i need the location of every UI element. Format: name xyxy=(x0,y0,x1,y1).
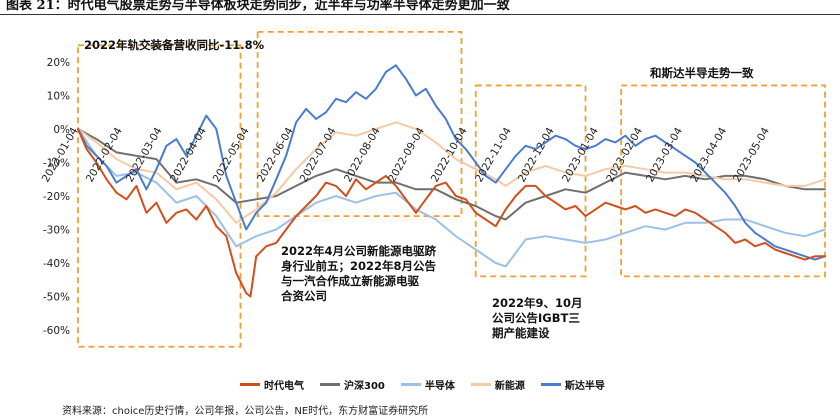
source-note: 资料来源：choice历史行情，公司年报，公司公告，NE时代，东方财富证券研究所 xyxy=(62,406,429,417)
x-tick-label: 2022-09-04 xyxy=(386,125,427,184)
highlight-box xyxy=(620,84,826,278)
y-tick-label: -10% xyxy=(43,158,70,170)
series-line-时代电气 xyxy=(77,128,826,298)
chart-legend: 时代电气 沪深300 半导体 新能源 斯达半导 xyxy=(240,377,605,392)
annotation-text: 身行业前五；2022年8月公告 xyxy=(281,259,437,273)
annotation-text: 公司公告IGBT三 xyxy=(492,311,580,325)
legend-label: 时代电气 xyxy=(264,381,304,392)
legend-label: 沪深300 xyxy=(344,381,385,392)
legend-item: 斯达半导 xyxy=(540,377,605,392)
annotation-text: 2022年9、10月 xyxy=(492,296,583,310)
y-tick-label: -40% xyxy=(43,258,70,270)
annotation-text: 和斯达半导走势一致 xyxy=(650,66,754,80)
legend-swatch xyxy=(540,383,561,386)
legend-item: 时代电气 xyxy=(240,377,304,392)
y-tick-label: 0% xyxy=(53,124,70,136)
annotation-text: 与一汽合作成立新能源电驱 xyxy=(281,274,419,288)
legend-label: 新能源 xyxy=(494,381,525,392)
legend-item: 半导体 xyxy=(400,377,455,392)
series-line-新能源 xyxy=(77,121,826,224)
x-tick-label: 2023-05-04 xyxy=(731,125,772,184)
y-tick-label: 20% xyxy=(47,57,70,69)
x-tick-label: 2022-12-04 xyxy=(516,125,557,184)
legend-swatch xyxy=(320,383,340,386)
annotation-text: 2022年轨交装备营收同比-11.8% xyxy=(84,38,265,52)
y-tick-label: -30% xyxy=(43,225,70,237)
x-tick-label: 2022-04-04 xyxy=(168,125,209,184)
figure-title: 图表 21：时代电气股票走势与半导体板块走势同步，近半年与功率半导体走势更加一致 xyxy=(6,0,510,13)
x-tick-label: 2022-11-04 xyxy=(473,125,514,184)
x-tick-label: 2023-03-04 xyxy=(644,125,685,184)
highlight-box xyxy=(77,44,242,348)
y-tick-label: 10% xyxy=(47,91,70,103)
legend-item: 新能源 xyxy=(470,377,525,392)
legend-swatch xyxy=(400,383,421,386)
y-tick-label: -20% xyxy=(43,191,70,203)
annotation-text: 2022年4月公司新能源电驱跻 xyxy=(281,244,437,258)
y-tick-label: -60% xyxy=(43,325,70,337)
legend-swatch xyxy=(470,383,491,386)
legend-label: 斯达半导 xyxy=(564,381,605,392)
y-tick-label: -50% xyxy=(43,292,70,304)
series-line-斯达半导 xyxy=(77,64,826,261)
series-line-沪深300 xyxy=(77,128,826,221)
legend-item: 沪深300 xyxy=(320,377,385,392)
highlight-box xyxy=(474,84,587,278)
x-tick-label: 2022-10-04 xyxy=(429,125,470,184)
title-divider xyxy=(0,14,840,15)
legend-swatch xyxy=(240,383,260,386)
legend-label: 半导体 xyxy=(424,381,455,392)
highlight-box xyxy=(256,30,463,218)
annotation-text: 期产能建设 xyxy=(492,326,550,340)
annotation-text: 合资公司 xyxy=(281,289,327,303)
